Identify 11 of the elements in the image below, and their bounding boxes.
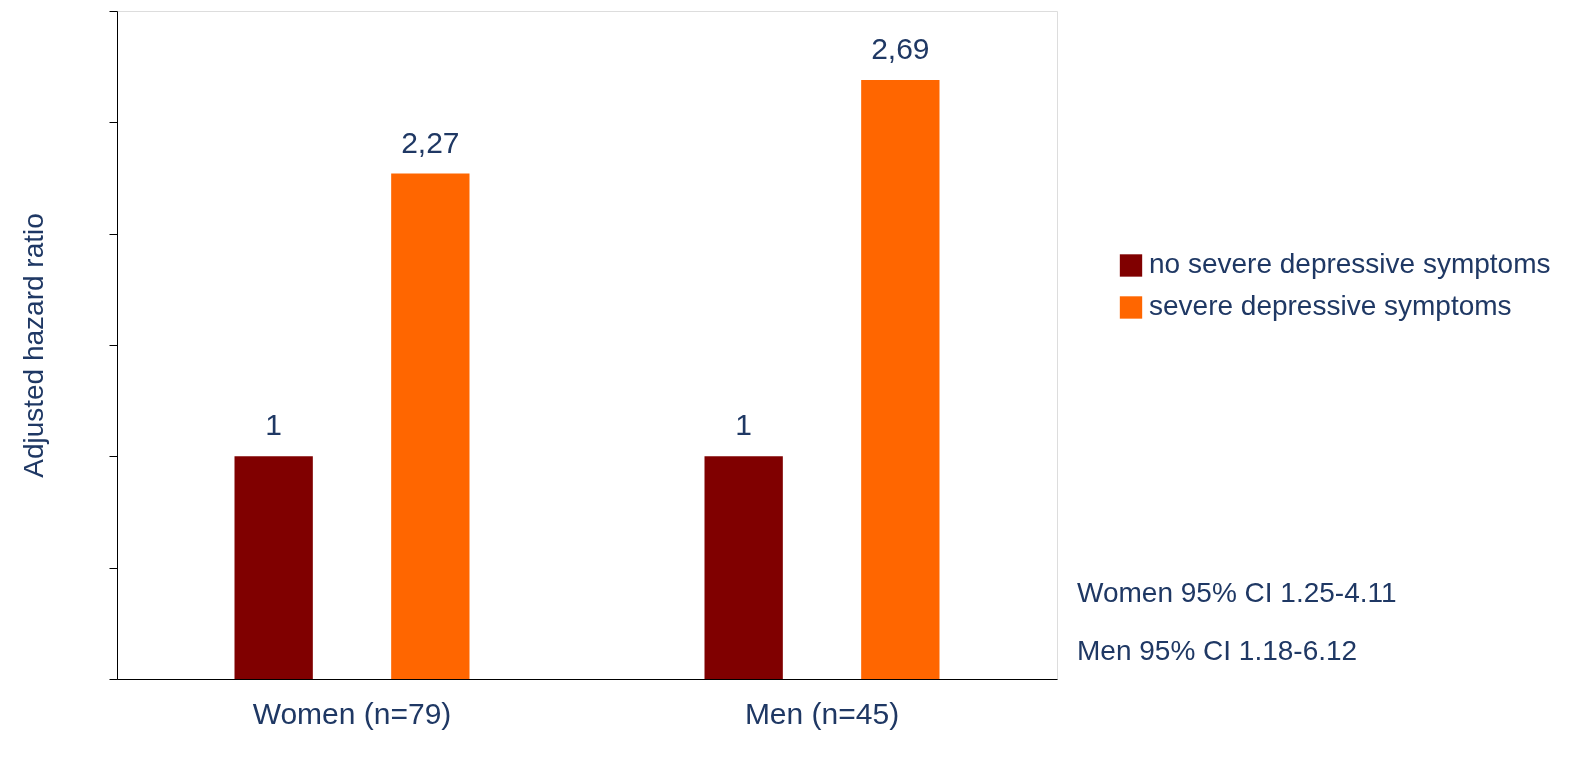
data-label: 1 <box>735 408 753 442</box>
text: Men 95% CI 1.18-6.12 <box>1077 635 1358 666</box>
legend-label: no severe depressive symptoms <box>1149 248 1551 280</box>
text: Women 95% CI 1.25-4.11 <box>1077 577 1397 608</box>
legend-label: severe depressive symptoms <box>1149 290 1512 322</box>
x-tick-label: Women (n=79) <box>252 696 452 730</box>
x-tick-label: Men (n=45) <box>744 696 900 730</box>
data-label: 1 <box>265 408 283 442</box>
data-label: 2,69 <box>871 32 930 66</box>
y-axis-title: Adjusted hazard ratio <box>18 213 49 478</box>
data-label: 2,27 <box>401 125 460 159</box>
